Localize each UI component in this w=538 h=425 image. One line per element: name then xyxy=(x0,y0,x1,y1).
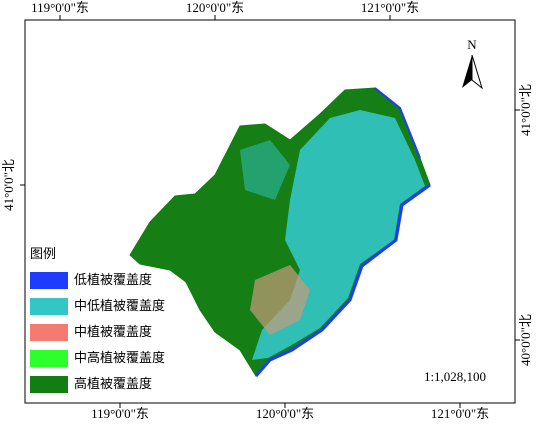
legend-label: 高植被覆盖度 xyxy=(74,376,152,391)
left-label: 41°0'0"北 xyxy=(1,159,16,211)
right-label: 40°0'0"北 xyxy=(518,314,533,366)
legend-swatch xyxy=(30,376,68,393)
right-label: 41°0'0"北 xyxy=(518,84,533,136)
legend-label: 中植被覆盖度 xyxy=(74,324,152,339)
ticks xyxy=(20,15,520,408)
bottom-label: 120°0'0"东 xyxy=(256,406,314,421)
top-label: 120°0'0"东 xyxy=(186,0,244,15)
legend-swatch xyxy=(30,298,68,315)
scale: 1:1,028,100 xyxy=(424,369,486,384)
bottom-label: 121°0'0"东 xyxy=(431,406,489,421)
region xyxy=(129,87,431,377)
legend-swatch xyxy=(30,272,68,289)
top-label: 121°0'0"东 xyxy=(361,0,419,15)
legend-label: 中高植被覆盖度 xyxy=(74,350,165,365)
legend-swatch xyxy=(30,350,68,367)
legend-title: 图例 xyxy=(30,246,56,261)
legend-label: 低植被覆盖度 xyxy=(74,272,152,287)
legend-label: 中低植被覆盖度 xyxy=(74,298,165,313)
bottom-label: 119°0'0"东 xyxy=(91,406,149,421)
legend-swatch xyxy=(30,324,68,341)
north-arrow: N xyxy=(462,37,483,90)
north-label: N xyxy=(467,37,477,52)
top-label: 119°0'0"东 xyxy=(31,0,89,15)
